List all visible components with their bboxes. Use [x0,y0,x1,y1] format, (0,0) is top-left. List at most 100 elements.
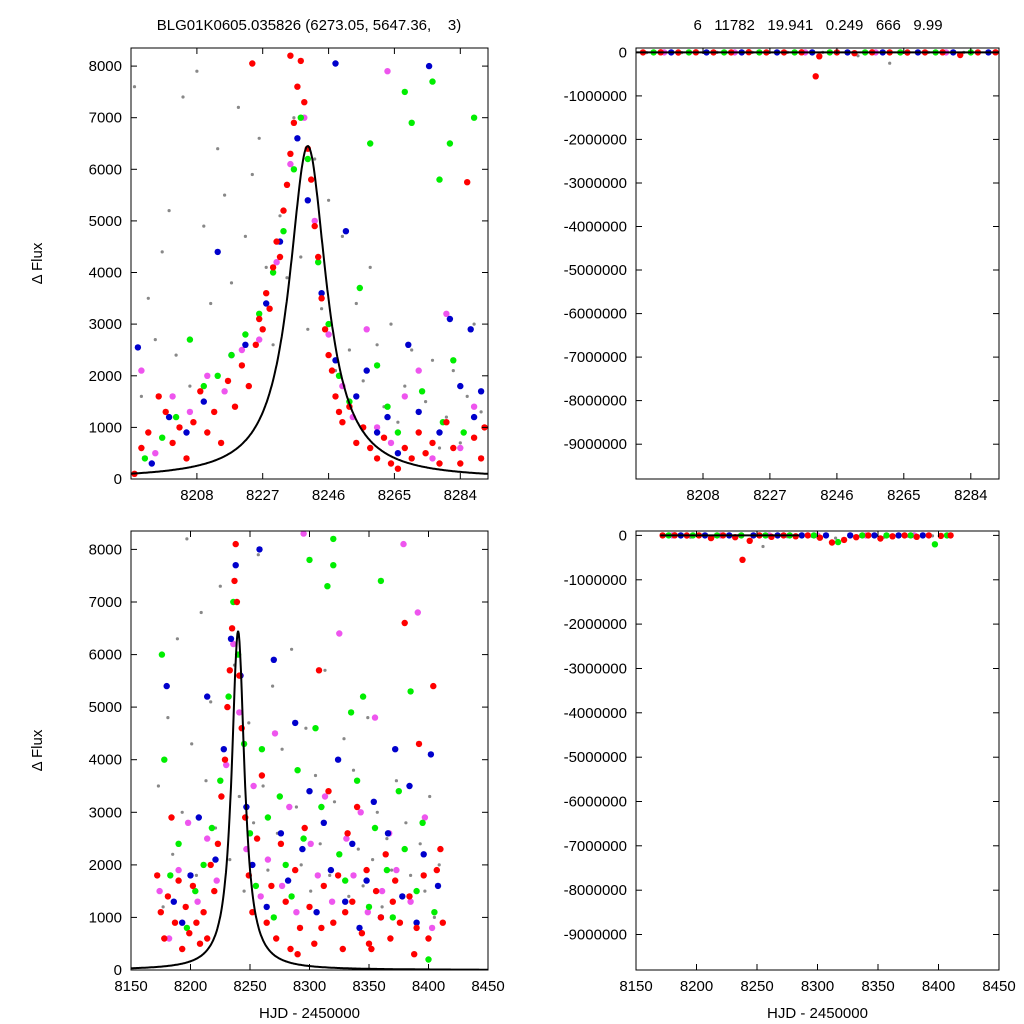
plot-frame [635,47,1000,480]
red-data-point [315,667,323,674]
gray-data-point [299,255,303,259]
y-tick-label: 6000 [89,647,122,664]
green-data-point [384,403,391,410]
red-data-point [413,924,420,932]
red-data-point [804,532,811,539]
blue-data-point [320,819,327,826]
green-data-point [401,88,408,96]
magenta-data-point [393,866,400,874]
magenta-data-point [321,793,329,800]
gray-data-point [167,209,171,213]
green-data-point [377,577,385,585]
green-data-point [367,140,374,147]
green-data-point [408,119,415,127]
red-data-point [226,667,233,674]
blue-data-point [342,898,349,905]
magenta-data-point [223,761,230,769]
magenta-data-point [286,803,293,811]
magenta-data-point [428,924,436,932]
gray-data-point [368,265,372,269]
gray-data-point [451,369,455,373]
red-data-point [363,866,370,874]
red-data-point [408,455,415,462]
x-tick-label: 8400 [412,978,445,995]
red-data-point [828,539,836,546]
red-data-point [877,535,884,542]
magenta-data-point [364,909,371,916]
y-tick-label: 8000 [89,541,122,558]
gray-data-point [323,668,327,672]
blue-data-point [406,782,413,790]
green-data-point [282,861,289,869]
red-data-point [283,181,291,188]
red-data-point [937,532,945,540]
gray-data-point [366,716,370,720]
red-data-point [287,52,294,59]
gray-data-point [409,873,413,878]
gray-data-point [271,343,275,347]
gray-data-point [237,794,241,799]
red-data-point [433,866,440,874]
red-data-point [816,534,824,541]
gray-data-point [209,301,213,306]
panel-bottom-left: 8150 8200 8250 8300 8350 8400 8450 0 1000 2000 300… [29,530,505,1022]
green-data-point [383,866,391,874]
red-data-point [171,919,179,926]
y-tick-label: 0 [114,471,122,488]
red-data-point [311,940,318,947]
gray-data-point [389,322,393,326]
magenta-data-point [273,259,280,266]
gray-data-point [202,224,206,228]
magenta-data-point [350,872,357,879]
blue-data-point [895,532,902,539]
gray-data-point [153,338,157,342]
red-data-point [190,419,197,426]
green-data-point [460,429,467,436]
red-data-point [321,326,329,333]
x-tick-label: 8246 [312,487,345,504]
magenta-data-point [414,609,421,616]
blue-data-point [467,326,474,333]
green-data-point [353,777,361,784]
y-tick-label: -4000000 [564,705,627,722]
gray-data-point [247,721,251,725]
gray-data-point [280,747,284,751]
gray-data-point [888,61,892,65]
magenta-data-point [357,809,364,816]
gray-data-point [327,198,331,202]
y-tick-label: 1000 [89,419,122,436]
x-tick-label: 8265 [378,487,411,504]
magenta-data-point [429,455,436,462]
blue-data-point [183,429,190,436]
green-data-point [429,78,436,85]
blue-data-point [170,898,177,905]
red-data-point [207,861,214,869]
red-data-point [437,845,444,853]
x-tick-label: 8450 [471,978,504,995]
red-data-point [339,419,346,426]
green-data-point [359,693,367,700]
red-data-point [328,367,336,374]
plot-frame [130,47,489,480]
gray-data-point [385,837,389,841]
red-data-point [325,788,332,795]
y-axis-label: Δ Flux [29,242,46,284]
magenta-data-point [336,630,343,637]
green-data-point [141,455,149,462]
x-tick-label: 8200 [174,978,207,995]
blue-data-point [477,388,485,395]
gray-data-point [209,700,213,704]
red-data-point [211,887,218,895]
green-data-point [389,914,396,921]
blue-data-point [327,866,335,874]
gray-data-point [266,868,270,872]
red-data-point [294,83,301,90]
green-data-point [228,351,235,359]
gray-data-point [318,842,322,846]
red-data-point [273,935,280,942]
red-data-point [840,536,848,544]
blue-data-point [306,788,313,795]
gray-data-point [175,637,179,641]
green-data-point [418,388,426,395]
panel-top-left: 8208 8227 8246 8265 8284 0 1000 2000 3000 4000 500… [29,47,489,504]
